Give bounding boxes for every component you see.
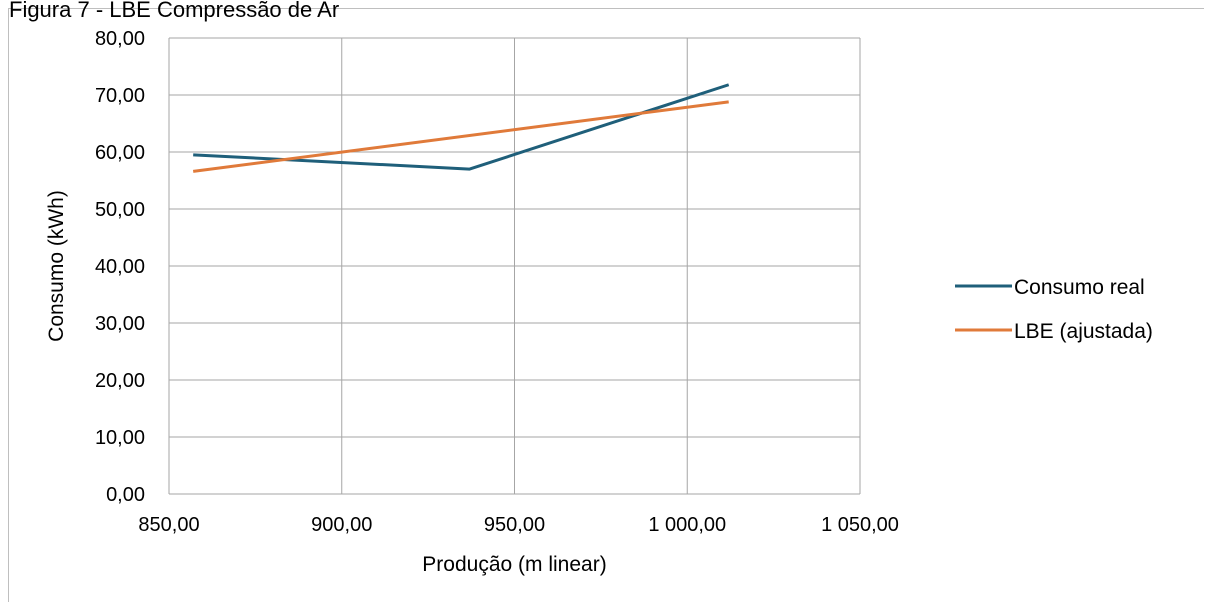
series-line-1 bbox=[192, 100, 729, 173]
legend-label-1: LBE (ajustada) bbox=[1014, 320, 1153, 343]
x-tick-label: 850,00 bbox=[138, 514, 199, 536]
x-tick-label: 950,00 bbox=[484, 514, 545, 536]
x-tick-labels: 850,00 900,00 950,00 1 000,00 1 050,00 bbox=[138, 514, 899, 536]
figure-caption: Figura 7 - LBE Compressão de Ar bbox=[9, 0, 340, 22]
y-tick-label: 80,00 bbox=[95, 28, 145, 50]
y-axis-title: Consumo (kWh) bbox=[45, 190, 68, 342]
y-tick-labels: 0,00 10,00 20,00 30,00 40,00 50,00 60,00 70,00 8… bbox=[95, 28, 145, 506]
y-tick-label: 70,00 bbox=[95, 85, 145, 107]
y-tick-label: 20,00 bbox=[95, 370, 145, 392]
x-tick-label: 1 050,00 bbox=[821, 514, 899, 536]
y-tick-label: 40,00 bbox=[95, 256, 145, 278]
grid-lines bbox=[168, 37, 861, 495]
y-tick-label: 50,00 bbox=[95, 199, 145, 221]
y-tick-label: 10,00 bbox=[95, 427, 145, 449]
series-line-0 bbox=[193, 83, 730, 171]
y-tick-label: 60,00 bbox=[95, 142, 145, 164]
series-lines bbox=[192, 83, 730, 173]
legend: Consumo real LBE (ajustada) bbox=[955, 276, 1153, 343]
y-tick-label: 30,00 bbox=[95, 313, 145, 335]
x-tick-label: 900,00 bbox=[311, 514, 372, 536]
y-tick-label: 0,00 bbox=[106, 484, 145, 506]
legend-label-0: Consumo real bbox=[1014, 276, 1145, 299]
x-tick-label: 1 000,00 bbox=[648, 514, 726, 536]
x-axis-title: Produção (m linear) bbox=[422, 553, 606, 576]
chart-frame: Figura 7 - LBE Compressão de Ar bbox=[8, 0, 1204, 602]
